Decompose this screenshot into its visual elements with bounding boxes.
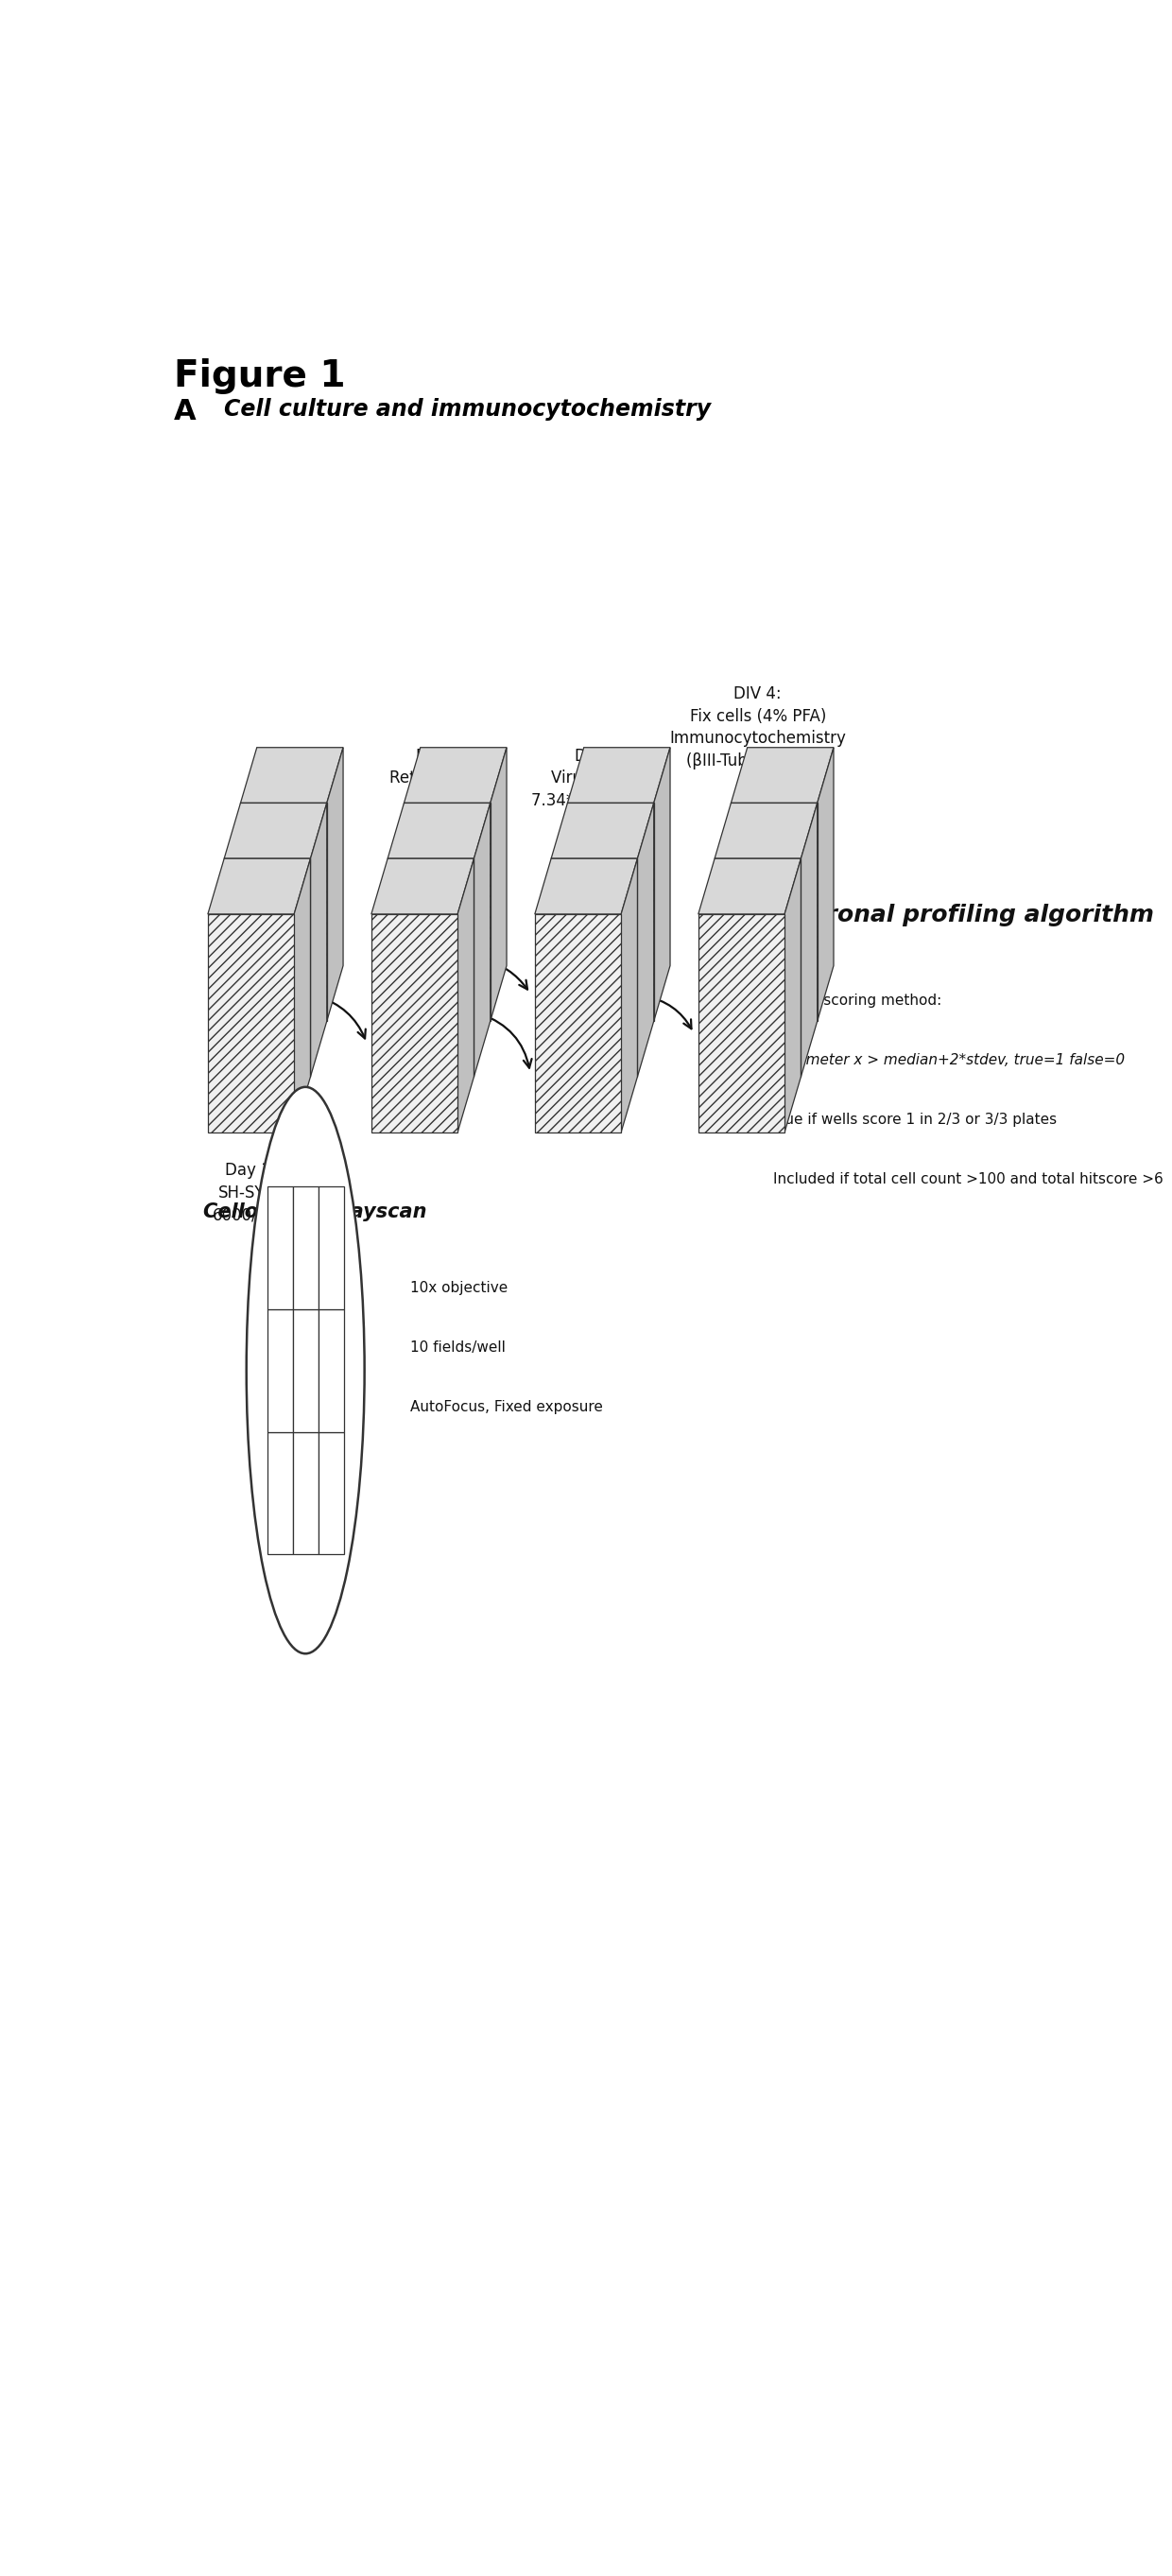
Polygon shape bbox=[654, 747, 670, 1020]
Polygon shape bbox=[224, 804, 327, 858]
Text: Cell culture and immunocytochemistry: Cell culture and immunocytochemistry bbox=[224, 399, 710, 420]
Polygon shape bbox=[534, 858, 638, 914]
Polygon shape bbox=[800, 804, 817, 1077]
Text: in triplo: in triplo bbox=[257, 1280, 318, 1298]
Bar bbox=[224, 858, 311, 1077]
Polygon shape bbox=[817, 747, 833, 1020]
Polygon shape bbox=[457, 858, 473, 1133]
Text: parameter x > median+2*stdev, true=1 false=0: parameter x > median+2*stdev, true=1 fal… bbox=[774, 1054, 1125, 1066]
Bar bbox=[293, 1309, 319, 1432]
Bar bbox=[319, 1185, 343, 1309]
Bar bbox=[715, 858, 800, 1077]
Polygon shape bbox=[621, 858, 638, 1133]
Text: binary scoring method:: binary scoring method: bbox=[774, 994, 941, 1007]
Bar bbox=[240, 804, 327, 1020]
Bar bbox=[372, 914, 457, 1133]
Text: Neuronal profiling algorithm: Neuronal profiling algorithm bbox=[774, 904, 1154, 927]
Polygon shape bbox=[490, 747, 506, 1020]
Polygon shape bbox=[311, 804, 327, 1077]
Ellipse shape bbox=[246, 1087, 364, 1654]
Polygon shape bbox=[551, 804, 654, 858]
Polygon shape bbox=[784, 858, 800, 1133]
Text: A: A bbox=[173, 399, 196, 425]
Polygon shape bbox=[372, 858, 473, 914]
Polygon shape bbox=[473, 804, 490, 1077]
Bar bbox=[267, 1432, 293, 1553]
Bar bbox=[551, 858, 638, 1077]
Polygon shape bbox=[731, 747, 833, 804]
Polygon shape bbox=[207, 858, 311, 914]
Text: Day 1:
SH-SY5Y
6000/well: Day 1: SH-SY5Y 6000/well bbox=[213, 1162, 289, 1224]
Text: 10 fields/well: 10 fields/well bbox=[410, 1340, 505, 1355]
Bar bbox=[567, 804, 654, 1020]
Text: Cellomics Arrayscan: Cellomics Arrayscan bbox=[203, 1203, 427, 1221]
Bar bbox=[319, 1309, 343, 1432]
Bar bbox=[388, 858, 473, 1077]
Polygon shape bbox=[388, 804, 490, 858]
Text: Included if total cell count >100 and total hitscore >6: Included if total cell count >100 and to… bbox=[774, 1172, 1164, 1185]
Text: Figure 1: Figure 1 bbox=[173, 358, 346, 394]
Text: true if wells score 1 in 2/3 or 3/3 plates: true if wells score 1 in 2/3 or 3/3 plat… bbox=[774, 1113, 1057, 1126]
Text: AutoFocus, Fixed exposure: AutoFocus, Fixed exposure bbox=[410, 1401, 602, 1414]
Polygon shape bbox=[638, 804, 654, 1077]
Text: 10x objective: 10x objective bbox=[410, 1280, 507, 1296]
Polygon shape bbox=[294, 858, 311, 1133]
Bar bbox=[207, 914, 294, 1133]
Polygon shape bbox=[327, 747, 343, 1020]
Bar bbox=[534, 914, 621, 1133]
Polygon shape bbox=[699, 858, 800, 914]
Polygon shape bbox=[715, 804, 817, 858]
Bar bbox=[267, 1309, 293, 1432]
Polygon shape bbox=[240, 747, 343, 804]
Bar bbox=[293, 1185, 319, 1309]
Bar bbox=[319, 1432, 343, 1553]
Text: DIV 1:
Virus library
7.34*10⁵ IFU/well: DIV 1: Virus library 7.34*10⁵ IFU/well bbox=[531, 747, 667, 809]
Text: DIV 1:
Retinoic Acid
60 μM: DIV 1: Retinoic Acid 60 μM bbox=[389, 747, 491, 809]
Bar bbox=[293, 1432, 319, 1553]
Polygon shape bbox=[404, 747, 506, 804]
Bar bbox=[731, 804, 817, 1020]
Polygon shape bbox=[567, 747, 670, 804]
Bar bbox=[404, 804, 490, 1020]
Bar bbox=[267, 1185, 293, 1309]
Bar bbox=[699, 914, 784, 1133]
Text: DIV 4:
Fix cells (4% PFA)
Immunocytochemistry
(βIII-Tubulin, DAPI): DIV 4: Fix cells (4% PFA) Immunocytochem… bbox=[669, 685, 846, 770]
